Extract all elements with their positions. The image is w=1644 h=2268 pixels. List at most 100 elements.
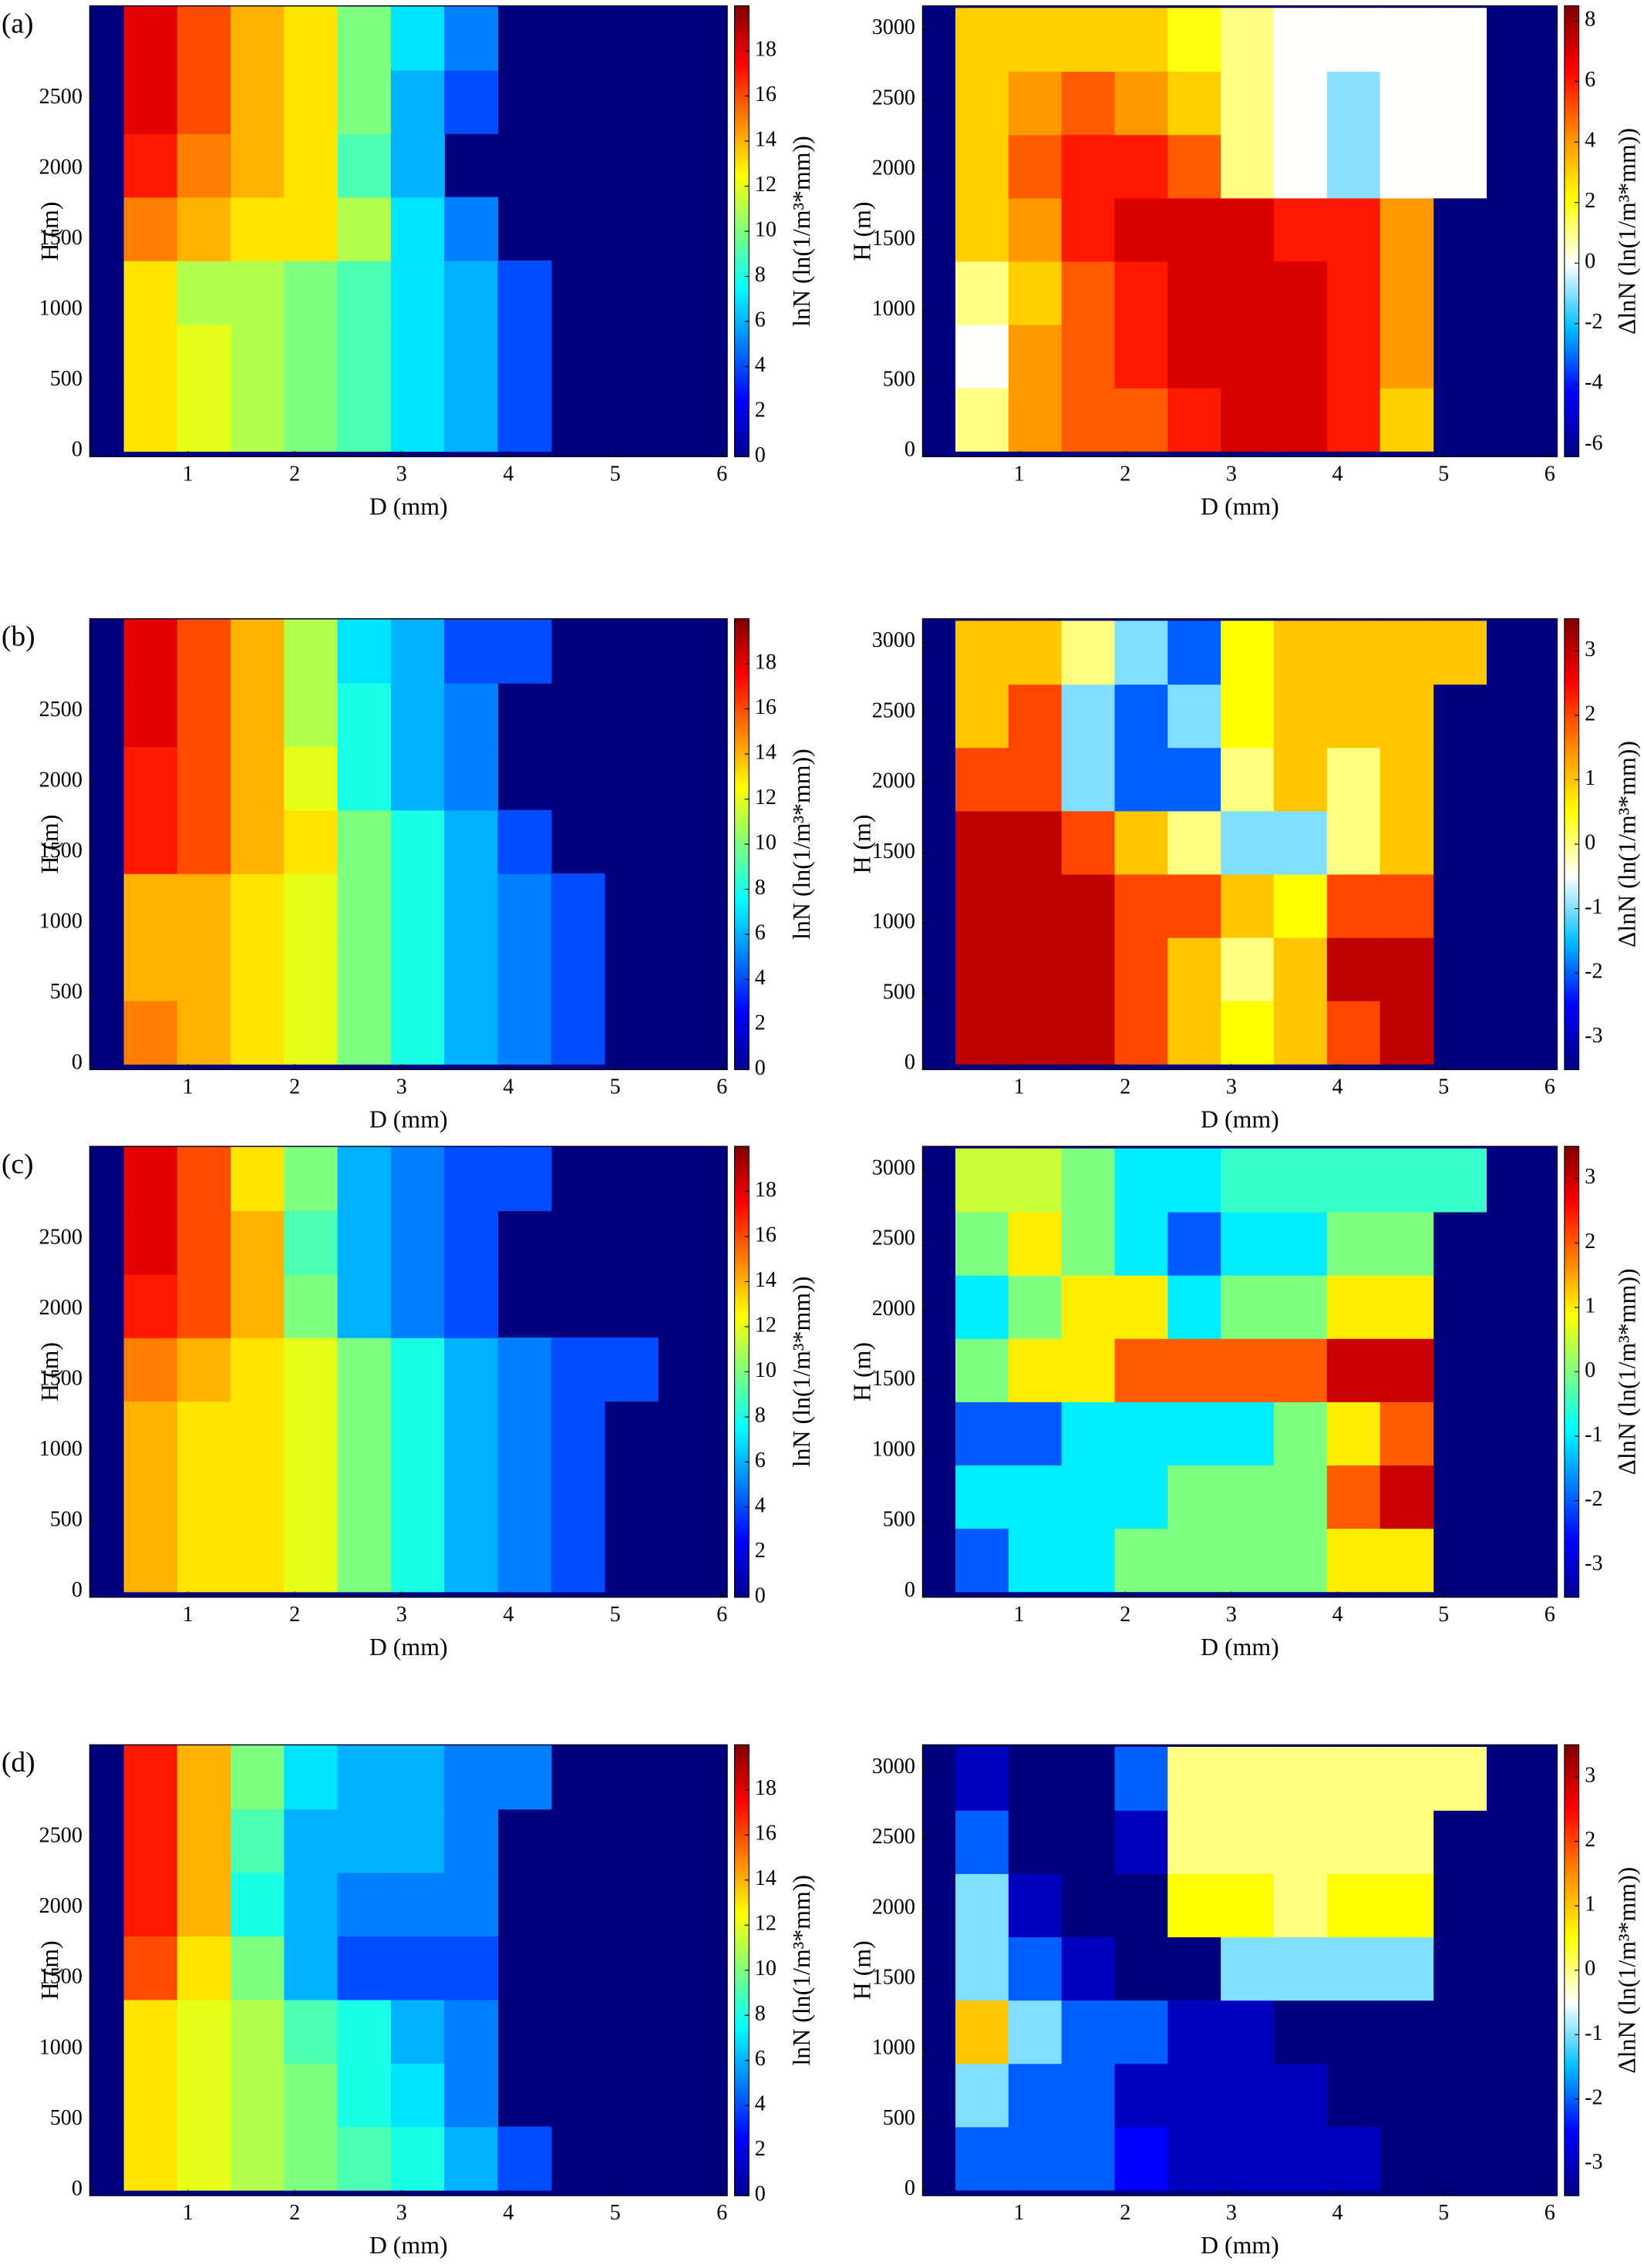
colorbar-tick-label: 18 (755, 37, 777, 61)
heatmap-cell (955, 8, 1009, 72)
colorbar-tick-label: 6 (755, 921, 766, 945)
heatmap-cell (1061, 873, 1116, 938)
colorbar-tick-label: 1 (1585, 1294, 1595, 1317)
colorbar-tick-label: -2 (1585, 310, 1602, 334)
colorbar-tick-label: 18 (755, 650, 777, 674)
heatmap-cell (1380, 937, 1434, 1001)
y-tick-label: 2000 (872, 769, 915, 793)
heatmap-cell (1380, 873, 1434, 938)
heatmap-cell (1061, 621, 1116, 685)
heatmap-cell (1008, 621, 1063, 685)
heatmap-cell (1061, 684, 1116, 749)
heatmap-cell (1167, 747, 1221, 812)
heatmap-cell (337, 682, 392, 747)
heatmap-cell (390, 1146, 445, 1212)
heatmap-cell (1221, 1465, 1275, 1529)
heatmap-cell (1273, 873, 1328, 938)
heatmap-cell (551, 1528, 605, 1593)
heatmap-cell (390, 1401, 445, 1465)
heatmap-cell (1008, 71, 1063, 136)
colorbar-tick-label: -2 (1585, 1487, 1602, 1511)
colorbar-tick-label: 3 (1585, 1165, 1595, 1189)
heatmap-cell (1380, 621, 1434, 685)
heatmap-cell (497, 1338, 552, 1402)
x-tick-label: 1 (1014, 462, 1025, 486)
colorbar-tick-label: 4 (755, 1493, 766, 1517)
heatmap-cell (1326, 1402, 1381, 1466)
heatmap-cell (337, 69, 392, 134)
heatmap-cell (1221, 810, 1275, 875)
heatmap-cell (497, 1745, 552, 1810)
heatmap-cell (177, 2063, 231, 2128)
heatmap-cell (497, 809, 552, 874)
colorbar-tick-label: 0 (755, 2182, 766, 2206)
heatmap-cell (1114, 1465, 1169, 1529)
heatmap-cell (444, 69, 499, 134)
x-tick-label: 4 (503, 1603, 514, 1627)
y-tick-label: 0 (72, 1578, 83, 1602)
heatmap-cell (123, 387, 178, 452)
heatmap-cell (284, 69, 339, 134)
heatmap-cell (1008, 1000, 1063, 1065)
heatmap-cell (1114, 261, 1169, 325)
heatmap-cell (337, 197, 392, 261)
heatmap-cell (177, 133, 231, 198)
colorbar-tick-label: 2 (1585, 1230, 1595, 1253)
heatmap-cell (1061, 1528, 1116, 1593)
heatmap-cell (123, 1936, 178, 2000)
heatmap-cell (337, 1401, 392, 1465)
heatmap-cell (1008, 8, 1063, 72)
heatmap-cell (1273, 621, 1328, 685)
heatmap-cell (955, 2000, 1009, 2064)
heatmap-cell (1114, 134, 1169, 199)
heatmap-cell (1273, 261, 1328, 325)
axes-frame (89, 5, 728, 458)
heatmap-cell (231, 1936, 285, 2000)
x-axis-label: D (mm) (1201, 1105, 1279, 1132)
heatmap-cell (444, 1000, 499, 1065)
heatmap-cell (177, 873, 231, 938)
colorbar-label: lnN (ln(1/m³*mm)) (788, 749, 815, 940)
heatmap-cell (390, 387, 445, 452)
heatmap-cell (1008, 1274, 1063, 1339)
heatmap-cell (1326, 747, 1381, 812)
heatmap-cell (1167, 1810, 1221, 1874)
y-tick-label: 2000 (39, 1296, 83, 1320)
heatmap-cell (231, 6, 285, 71)
colorbar-tick-label: 4 (755, 353, 766, 377)
heatmap-cell (1114, 8, 1169, 72)
heatmap-cell (390, 682, 445, 747)
heatmap-cell (231, 937, 285, 1001)
heatmap-cell (1221, 1402, 1275, 1466)
x-tick-label: 3 (1226, 1075, 1237, 1099)
colorbar-tick-label: 6 (755, 1449, 766, 1472)
heatmap-cell (177, 387, 231, 452)
heatmap-cell (1221, 1148, 1275, 1213)
heatmap-cell (1114, 197, 1169, 262)
y-tick-label: 500 (50, 980, 83, 1004)
heatmap-cell (1061, 261, 1116, 325)
heatmap-cell (1061, 1746, 1116, 1811)
heatmap-cell (955, 2063, 1009, 2128)
x-tick-label: 5 (1438, 2201, 1449, 2225)
heatmap-cell (1008, 1402, 1063, 1466)
heatmap-cell (1380, 684, 1434, 749)
heatmap-cell (1061, 324, 1116, 389)
heatmap-cell (390, 6, 445, 71)
heatmap-cell (1114, 1528, 1169, 1593)
heatmap-cell (1008, 1873, 1063, 1938)
y-tick-label: 500 (50, 1508, 83, 1532)
colorbar-tick-label: 6 (755, 308, 766, 331)
heatmap-cell (231, 1401, 285, 1465)
heatmap-cell (1380, 197, 1434, 262)
heatmap-cell (1273, 1873, 1328, 1938)
x-tick-label: 5 (610, 1603, 621, 1627)
heatmap-cell (1114, 1402, 1169, 1466)
heatmap-cell (1326, 324, 1381, 389)
heatmap-cell (1061, 197, 1116, 262)
x-tick-label: 4 (1332, 1603, 1343, 1627)
heatmap-cell (955, 1211, 1009, 1276)
heatmap-cell (284, 1146, 339, 1212)
heatmap-cell (1273, 1274, 1328, 1339)
heatmap-cell (1167, 1873, 1221, 1938)
